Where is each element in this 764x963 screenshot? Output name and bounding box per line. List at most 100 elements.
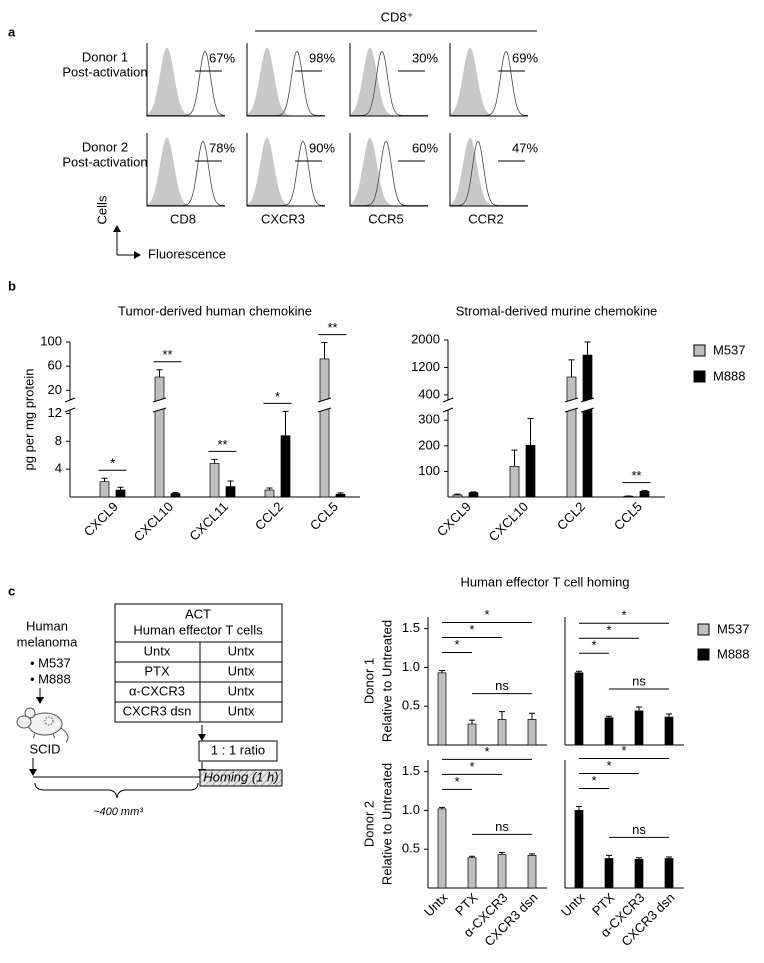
bracket-label: ns (632, 822, 646, 837)
legend-swatch (697, 648, 710, 661)
bar (280, 435, 291, 498)
axis-break-mark (64, 407, 76, 413)
line-label: • M537 (30, 655, 71, 670)
isotype-histogram (350, 47, 428, 116)
bar (437, 672, 447, 746)
error-bar (227, 480, 234, 487)
y-tick-label: 300 (418, 412, 440, 427)
legend: M537 M888 (697, 621, 750, 661)
bracket-label: * (606, 623, 611, 638)
histogram-axes (449, 43, 528, 117)
error-bar (282, 410, 289, 436)
bar (604, 717, 614, 746)
bracket-label: * (606, 758, 611, 773)
x-axis-label: Fluorescence (148, 246, 226, 261)
bar (634, 710, 644, 746)
x-tick-label: CXCL11 (186, 499, 231, 544)
panel-label: a (8, 24, 16, 39)
isotype-histogram (147, 137, 225, 206)
bar (209, 463, 220, 498)
histogram-axes (246, 133, 325, 207)
y-tick-label: 400 (418, 386, 440, 401)
significance-label: * (275, 389, 280, 404)
bar (525, 444, 536, 498)
bar (527, 855, 537, 889)
bar (467, 857, 477, 889)
histogram-axes (449, 133, 528, 207)
bracket-label: ns (495, 819, 509, 834)
mouse-label: SCID (29, 741, 60, 756)
histogram-axes (349, 43, 428, 117)
protocol-diagram: Human melanoma • M537 • M888 SCID ACT Hu… (16, 603, 283, 818)
percentage: 69% (512, 50, 538, 65)
y-axis-label: Cells (94, 195, 109, 224)
table-cell: CXCR3 dsn (123, 703, 192, 718)
percentage: 60% (412, 140, 438, 155)
x-tick-label: CXCL9 (81, 499, 121, 539)
x-tick-label: Untx (421, 890, 451, 920)
legend-swatch (693, 344, 706, 357)
error-bar (666, 713, 672, 718)
axis-break-mark (442, 397, 454, 403)
homing-box (199, 769, 283, 787)
y-axis-label: pg per mg protein (21, 369, 36, 471)
y-axis-label: Relative to Untreated (379, 763, 394, 885)
bar (468, 492, 479, 498)
line-label: • M888 (30, 671, 71, 686)
error-bar (266, 487, 273, 491)
table-cell: PTX (144, 663, 170, 678)
x-tick-label: CCL5 (307, 499, 341, 533)
error-bar (606, 854, 612, 859)
row-label: Donor 2 (361, 801, 376, 847)
bracket-label: * (484, 607, 489, 622)
marker-label: CXCR3 (261, 211, 305, 226)
bar (319, 358, 330, 498)
legend-label: M537 (717, 621, 750, 636)
bar (574, 672, 584, 746)
error-bar (454, 493, 461, 495)
bar (154, 376, 165, 498)
axis-break-mark (580, 397, 595, 403)
error-bar (576, 806, 582, 811)
axis-break-mark (317, 397, 332, 403)
axis-break-mark (317, 407, 332, 413)
panel-label: c (8, 583, 15, 598)
bar (664, 716, 674, 746)
isotype-histogram (147, 47, 225, 116)
chart-title: Stromal-derived murine chemokine (456, 303, 658, 318)
bracket-label: * (591, 773, 596, 788)
x-tick-label: CXCL10 (486, 499, 531, 544)
bracket-label: ns (632, 673, 646, 688)
bracket-label: * (621, 608, 626, 623)
error-bar (568, 359, 575, 378)
table-header: ACT (185, 606, 211, 621)
row-label: Post-activation (62, 64, 147, 79)
error-bar (117, 486, 124, 491)
error-bar (439, 806, 445, 809)
isotype-histogram (450, 47, 528, 116)
table-header: Human effector T cells (133, 622, 263, 637)
row-label: Donor 1 (82, 49, 128, 64)
error-bar (469, 719, 475, 725)
error-bar (156, 369, 163, 378)
error-bar (172, 491, 179, 494)
bar (582, 354, 593, 498)
bar (170, 493, 181, 498)
bar (566, 376, 577, 498)
error-bar (529, 712, 535, 720)
error-bar (337, 492, 344, 495)
bar (335, 493, 346, 498)
panel-title: Human effector T cell homing (460, 574, 629, 589)
legend-label: M888 (713, 368, 746, 383)
legend-swatch (697, 623, 710, 636)
bracket-label: * (469, 759, 474, 774)
bar (664, 858, 674, 889)
legend-swatch (693, 370, 706, 383)
histogram-axes (146, 43, 225, 117)
error-bar (584, 341, 591, 356)
bar (634, 858, 644, 889)
error-bar (666, 856, 672, 859)
bar (527, 719, 537, 746)
y-tick-label: 8 (55, 433, 62, 448)
